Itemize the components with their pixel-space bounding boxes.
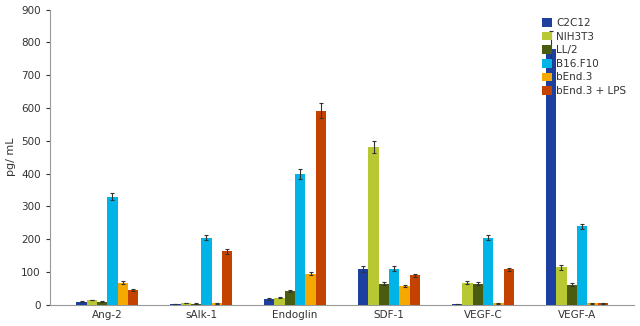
- Bar: [170, 304, 180, 305]
- Legend: C2C12, NIH3T3, LL/2, B16.F10, bEnd.3, bEnd.3 + LPS: C2C12, NIH3T3, LL/2, B16.F10, bEnd.3, bE…: [540, 15, 629, 99]
- Bar: [472, 284, 483, 305]
- Bar: [369, 147, 379, 305]
- Bar: [483, 238, 493, 305]
- Bar: [285, 291, 295, 305]
- Bar: [222, 251, 232, 305]
- Bar: [598, 303, 608, 305]
- Bar: [191, 304, 201, 305]
- Bar: [97, 302, 108, 305]
- Bar: [295, 174, 305, 305]
- Bar: [399, 286, 410, 305]
- Bar: [305, 274, 316, 305]
- Bar: [493, 303, 504, 305]
- Bar: [128, 290, 138, 305]
- Bar: [588, 303, 598, 305]
- Bar: [566, 285, 577, 305]
- Bar: [504, 270, 514, 305]
- Bar: [389, 269, 399, 305]
- Bar: [316, 111, 326, 305]
- Bar: [76, 302, 86, 305]
- Bar: [264, 299, 275, 305]
- Bar: [410, 275, 420, 305]
- Bar: [118, 283, 128, 305]
- Bar: [379, 284, 389, 305]
- Bar: [180, 303, 191, 305]
- Bar: [452, 304, 462, 305]
- Bar: [275, 298, 285, 305]
- Bar: [358, 269, 369, 305]
- Bar: [212, 303, 222, 305]
- Bar: [86, 300, 97, 305]
- Bar: [201, 238, 212, 305]
- Y-axis label: pg/ mL: pg/ mL: [6, 138, 15, 176]
- Bar: [462, 283, 472, 305]
- Bar: [108, 197, 118, 305]
- Bar: [546, 49, 556, 305]
- Bar: [577, 226, 588, 305]
- Bar: [556, 267, 566, 305]
